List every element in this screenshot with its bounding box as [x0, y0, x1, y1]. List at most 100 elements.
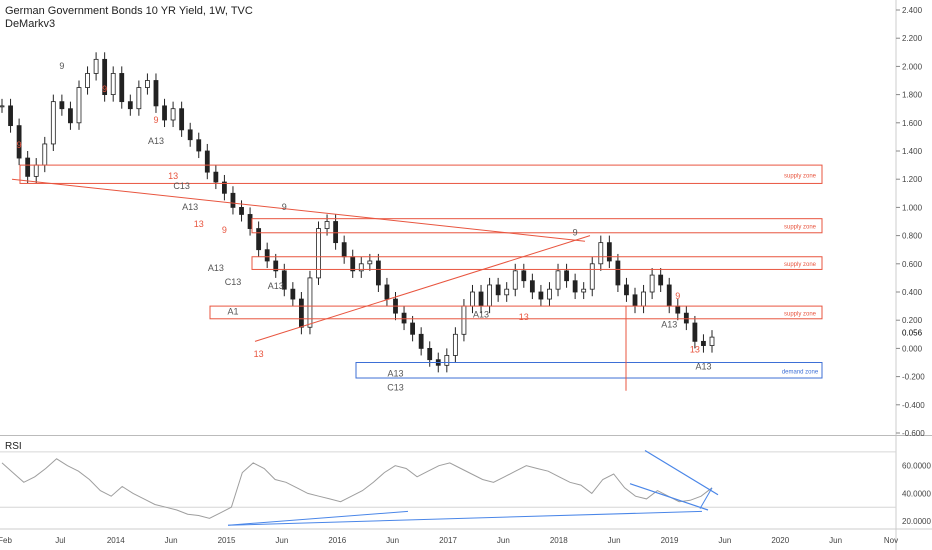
candle-body [16, 125, 22, 159]
zone-label: demand zone [782, 369, 819, 375]
candle-body [85, 73, 90, 88]
zone-rect [251, 256, 823, 270]
candle-body [367, 260, 373, 265]
time-tick-label: Jun [165, 536, 178, 545]
candle-body [581, 288, 587, 293]
price-tick-label: 1.400 [902, 147, 923, 156]
candle-body [33, 164, 39, 177]
time-tick-label: 2020 [771, 536, 789, 545]
candle-body [102, 58, 108, 95]
candle-body [247, 214, 253, 229]
candle-body [461, 305, 467, 335]
candle-body [273, 260, 279, 272]
time-tick-label: 2018 [550, 536, 568, 545]
candle-body [307, 277, 313, 328]
candle-body [110, 73, 116, 95]
demark-label: C13 [225, 277, 242, 287]
price-tick-label: -0.600 [902, 429, 925, 438]
candle-body [410, 322, 416, 335]
candle-body [68, 108, 73, 124]
candle-body [358, 263, 364, 272]
time-tick-label: Jul [55, 536, 65, 545]
candle-body [59, 101, 65, 110]
candle-body [213, 171, 219, 183]
candle-body [487, 284, 492, 307]
candle-body [572, 280, 578, 293]
candle-body [495, 284, 501, 296]
candle-body [333, 221, 339, 244]
candle-body [692, 322, 698, 342]
candle-body [384, 284, 390, 300]
price-tick-label: 1.200 [902, 175, 923, 184]
candle-body [504, 288, 510, 296]
candle-body [452, 333, 458, 356]
rsi-label: RSI [5, 441, 22, 452]
candle-body [512, 270, 518, 290]
price-tick-label: 1.800 [902, 91, 923, 100]
candle-body [538, 291, 544, 300]
candle-body [136, 87, 142, 110]
candle-body [290, 288, 296, 300]
price-tick-label: -0.200 [902, 373, 925, 382]
candle-body [547, 288, 552, 300]
candle-body [478, 291, 484, 307]
demark-label: 9 [282, 202, 287, 212]
candle-body [615, 260, 621, 286]
demark-label: 13 [690, 345, 700, 355]
candle-body [153, 80, 159, 107]
rsi-tick-label: 40.0000 [902, 489, 931, 498]
candle-body [50, 101, 56, 145]
zone-label: supply zone [784, 262, 817, 268]
price-tick-label: 2.000 [902, 62, 923, 71]
price-tick-label: 0.200 [902, 316, 923, 325]
demark-label: C13 [173, 181, 190, 191]
candle-body [529, 280, 535, 293]
candle-body [256, 228, 262, 251]
candle-body [375, 260, 381, 286]
candle-body [606, 242, 612, 262]
indicator-name: DeMarkv3 [5, 18, 56, 30]
time-tick-label: 2015 [218, 536, 236, 545]
support-trendline [254, 235, 591, 342]
price-tick-label: 1.000 [902, 203, 923, 212]
candle-body [8, 105, 13, 127]
demark-label: A13 [387, 369, 403, 379]
zone-rect [209, 305, 823, 320]
time-tick-label: 2017 [439, 536, 457, 545]
time-tick-label: 2019 [661, 536, 679, 545]
candle-body [555, 270, 561, 290]
demark-label: 9 [573, 228, 578, 238]
candle-body [93, 58, 99, 74]
rsi-tick-label: 60.0000 [902, 462, 931, 471]
demark-label: A13 [148, 136, 164, 146]
demark-label: 13 [254, 349, 264, 359]
price-tick-label: 1.600 [902, 119, 923, 128]
candle-body [709, 336, 715, 346]
zone-label: supply zone [784, 173, 817, 179]
candle-body [316, 228, 321, 279]
time-tick-label: Feb [0, 536, 12, 545]
demark-label: A13 [661, 319, 677, 329]
price-tick-label: 0.000 [902, 344, 923, 353]
time-tick-label: Jun [718, 536, 731, 545]
demark-label: A13 [695, 362, 711, 372]
candle-body [521, 270, 527, 282]
demark-label: 9 [59, 61, 64, 71]
candle-body [427, 347, 433, 361]
rsi-trendline [629, 483, 709, 511]
demark-label: 9 [222, 225, 227, 235]
price-tick-label: -0.400 [902, 401, 925, 410]
candle-body [641, 291, 646, 307]
demark-label: 9 [17, 140, 22, 150]
candle-body [564, 270, 569, 282]
candle-body [281, 270, 287, 290]
price-tick-label: 2.200 [902, 34, 923, 43]
demark-label: A13 [208, 263, 224, 273]
candle-body [444, 355, 450, 366]
zone-label: supply zone [784, 225, 817, 231]
candle-body [658, 274, 664, 286]
candle-body [341, 242, 347, 258]
time-tick-label: Jun [386, 536, 399, 545]
candle-body [264, 249, 270, 262]
